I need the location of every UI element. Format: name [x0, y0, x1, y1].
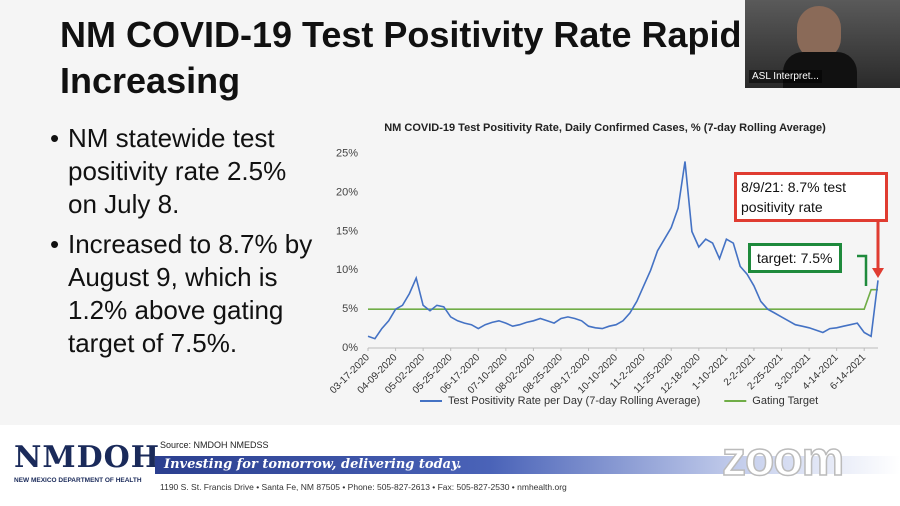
source: Source: NMDOH NMEDSS [160, 440, 269, 450]
annotation-arrowhead [872, 268, 884, 278]
address: 1190 S. St. Francis Drive • Santa Fe, NM… [160, 482, 567, 492]
legend-label: Test Positivity Rate per Day (7-day Roll… [448, 395, 700, 407]
slide-title: NM COVID-19 Test Positivity Rate Rapid [60, 14, 742, 55]
participant-head [797, 6, 841, 60]
y-tick-label: 10% [336, 264, 358, 276]
video-tile[interactable]: ASL Interpret... [745, 0, 900, 88]
participant-name: ASL Interpret... [749, 70, 822, 83]
y-tick-label: 0% [342, 342, 358, 354]
slide-title: Increasing [60, 60, 241, 101]
y-tick-label: 5% [342, 303, 358, 315]
logo-subtitle: NEW MEXICO DEPARTMENT OF HEALTH [14, 477, 142, 484]
series-line [367, 161, 879, 340]
annotation: target: 7.5% [748, 243, 842, 273]
bullet: NM statewide test positivity rate 2.5% o… [50, 122, 318, 221]
annotation-connector [857, 254, 868, 286]
legend-label: Gating Target [752, 395, 818, 407]
zoom-watermark: zoom [721, 432, 845, 487]
chart-title: NM COVID-19 Test Positivity Rate, Daily … [384, 122, 826, 134]
tagline-banner [155, 456, 900, 474]
logo: NMDOH [14, 440, 161, 475]
y-tick-label: 20% [336, 187, 358, 199]
y-tick-label: 25% [336, 148, 358, 160]
tagline: Investing for tomorrow, delivering today… [164, 457, 462, 472]
y-tick-label: 15% [336, 225, 358, 237]
annotation: 8/9/21: 8.7% test positivity rate [734, 172, 888, 222]
series-line [368, 288, 878, 310]
bullet: Increased to 8.7% by August 9, which is … [50, 228, 318, 360]
